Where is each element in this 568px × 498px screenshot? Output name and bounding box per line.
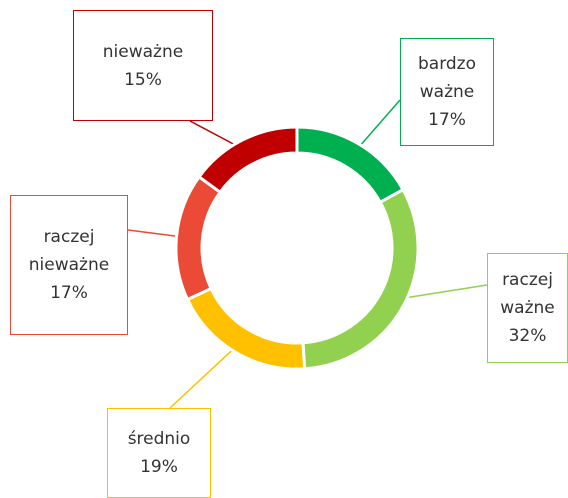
value-label: 17% <box>428 110 466 130</box>
value-label: 32% <box>508 326 547 346</box>
page: (() => { const data = JSON.parse(documen… <box>10 10 568 498</box>
category-label: nieważne <box>102 41 184 62</box>
value-label: 17% <box>50 283 88 303</box>
data-label-box: bardzo ważne 17% <box>400 38 494 146</box>
category-label: bardzo ważne <box>417 54 476 102</box>
category-label: raczej nieważne <box>28 227 110 275</box>
donut-slice <box>174 174 223 302</box>
data-label-box: raczej nieważne 17% <box>10 195 128 335</box>
donut-slice <box>295 125 406 205</box>
donut-slice <box>185 286 307 371</box>
category-label: raczej ważne <box>500 270 555 318</box>
data-label-box: nieważne 15% <box>73 10 213 121</box>
data-label-box: raczej ważne 32% <box>487 253 568 363</box>
category-label: średnio <box>127 429 191 449</box>
donut-slice <box>197 125 299 195</box>
data-label-box: średnio 19% <box>107 408 211 498</box>
value-label: 19% <box>140 457 178 477</box>
value-label: 15% <box>124 69 162 90</box>
leader-line <box>169 340 243 409</box>
chart <box>127 99 488 409</box>
donut-slice <box>301 187 420 371</box>
